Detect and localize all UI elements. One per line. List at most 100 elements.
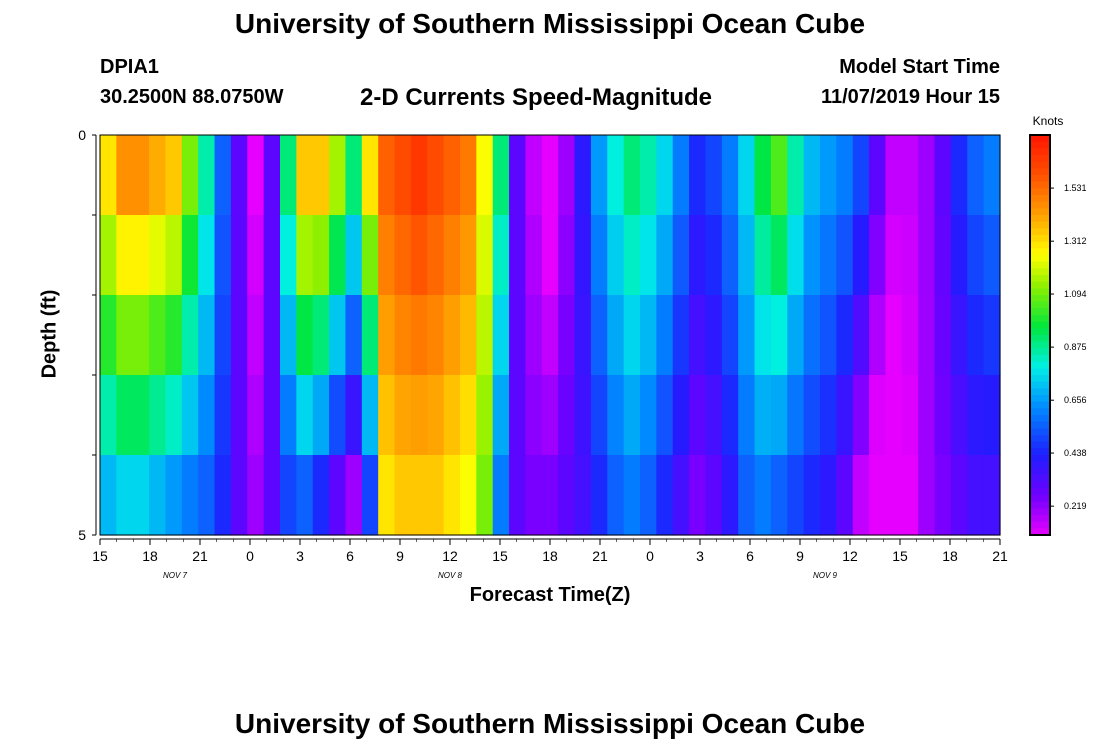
- heatmap-cell: [492, 135, 510, 216]
- heatmap-cell: [656, 295, 674, 376]
- heatmap-cell: [901, 215, 919, 296]
- heatmap-cell: [852, 295, 870, 376]
- heatmap-cell: [378, 295, 396, 376]
- colorbar-segment: [1030, 435, 1050, 443]
- heatmap-cell: [836, 215, 854, 296]
- heatmap-cell: [705, 215, 723, 296]
- heatmap-cell: [427, 215, 445, 296]
- heatmap-cell: [345, 455, 363, 536]
- heatmap-cell: [214, 455, 232, 536]
- heatmap-cell: [754, 135, 772, 216]
- x-tick-label: 12: [442, 548, 458, 564]
- heatmap-cell: [165, 375, 183, 456]
- colorbar-segment: [1030, 315, 1050, 323]
- heatmap-cell: [460, 455, 477, 536]
- heatmap-cell: [820, 375, 837, 456]
- heatmap-cell: [558, 135, 576, 216]
- heatmap-cell: [165, 295, 183, 376]
- heatmap-cell: [738, 295, 756, 376]
- heatmap-cell: [950, 135, 968, 216]
- colorbar-segment: [1030, 408, 1050, 416]
- heatmap-cell: [656, 375, 674, 456]
- heatmap-cell: [574, 375, 592, 456]
- colorbar-segment: [1030, 515, 1050, 523]
- heatmap-cell: [214, 375, 232, 456]
- colorbar-segment: [1030, 321, 1050, 329]
- heatmap-cell: [198, 135, 216, 216]
- x-tick-label: 0: [246, 548, 254, 564]
- heatmap-cell: [476, 135, 494, 216]
- heatmap-cell: [116, 455, 134, 536]
- heatmap-cell: [885, 215, 903, 296]
- heatmap-cell: [852, 135, 870, 216]
- x-axis-label: Forecast Time(Z): [0, 584, 1100, 607]
- heatmap-cell: [721, 375, 739, 456]
- heatmap-cell: [803, 295, 821, 376]
- heatmap-cell: [345, 135, 363, 216]
- heatmap-cell: [296, 295, 314, 376]
- heatmap-cell: [950, 295, 968, 376]
- heatmap-cell: [312, 135, 330, 216]
- heatmap-cell: [885, 135, 903, 216]
- heatmap-cell: [836, 375, 854, 456]
- colorbar-segment: [1030, 375, 1050, 383]
- heatmap-cell: [247, 215, 265, 296]
- heatmap-cells: [100, 135, 1001, 536]
- heatmap-cell: [983, 135, 1001, 216]
- heatmap-cell: [525, 295, 543, 376]
- heatmap-cell: [149, 375, 167, 456]
- heatmap-cell: [770, 215, 788, 296]
- x-tick-label: 0: [646, 548, 654, 564]
- heatmap-cell: [181, 135, 199, 216]
- heatmap-cell: [934, 375, 952, 456]
- heatmap-cell: [509, 455, 527, 536]
- heatmap-cell: [640, 215, 657, 296]
- colorbar-segment: [1030, 521, 1050, 529]
- colorbar-segment: [1030, 135, 1050, 143]
- colorbar-segment: [1030, 361, 1050, 369]
- colorbar-frame: [1029, 134, 1051, 536]
- heatmap-cell: [427, 455, 445, 536]
- heatmap-cell: [329, 215, 347, 296]
- heatmap-cell: [361, 135, 379, 216]
- colorbar-segment: [1030, 301, 1050, 309]
- heatmap-cell: [345, 215, 363, 296]
- heatmap-cell: [443, 215, 461, 296]
- heatmap-cell: [214, 135, 232, 216]
- heatmap-cell: [754, 295, 772, 376]
- heatmap-cell: [541, 215, 559, 296]
- heatmap-cell: [950, 375, 968, 456]
- heatmap-cell: [345, 375, 363, 456]
- heatmap-cell: [378, 375, 396, 456]
- heatmap-cell: [672, 455, 690, 536]
- heatmap-cell: [721, 135, 739, 216]
- heatmap-cell: [820, 215, 837, 296]
- heatmap-cell: [100, 375, 117, 456]
- heatmap-cell: [214, 295, 232, 376]
- colorbar-segment: [1030, 448, 1050, 456]
- heatmap-cell: [574, 135, 592, 216]
- heatmap-cell: [983, 375, 1001, 456]
- y-axis: 05: [78, 127, 97, 543]
- colorbar-segment: [1030, 528, 1050, 536]
- heatmap-cell: [410, 455, 428, 536]
- colorbar-tick-label: 1.094: [1064, 289, 1087, 299]
- footer-title: University of Southern Mississippi Ocean…: [234, 708, 866, 739]
- heatmap-cell: [885, 295, 903, 376]
- heatmap-cell: [640, 455, 657, 536]
- heatmap-cell: [525, 215, 543, 296]
- colorbar: Knots 1.531 1.312 1.094 0.875 0.656 0.438 0.219: [1029, 114, 1087, 536]
- colorbar-segment: [1030, 368, 1050, 376]
- heatmap-cell: [869, 375, 887, 456]
- heatmap-cell: [165, 215, 183, 296]
- plot-frame: [99, 134, 1001, 536]
- heatmap-cell: [410, 215, 428, 296]
- colorbar-segment: [1030, 328, 1050, 336]
- heatmap-cell: [394, 375, 412, 456]
- colorbar-segment: [1030, 228, 1050, 236]
- colorbar-segment: [1030, 235, 1050, 243]
- heatmap-cell: [983, 455, 1001, 536]
- heatmap-cell: [836, 455, 854, 536]
- heatmap-cell: [100, 135, 117, 216]
- heatmap-cell: [803, 455, 821, 536]
